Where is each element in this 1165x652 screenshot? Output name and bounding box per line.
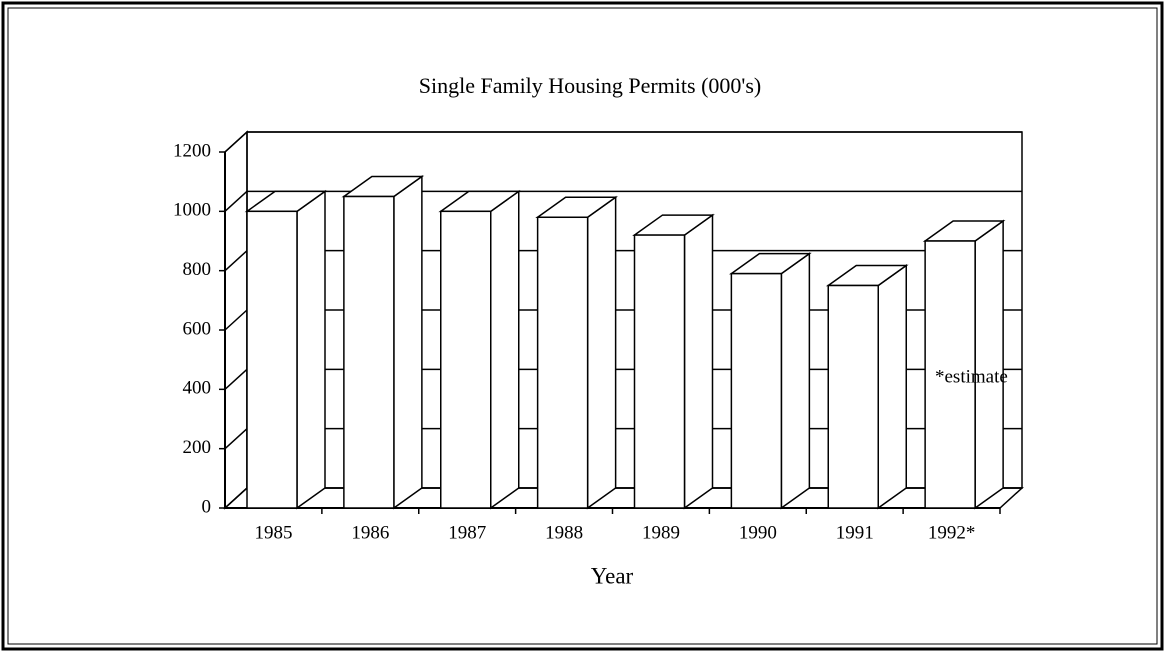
y-tick-label: 200: [183, 437, 212, 458]
bar: [730, 272, 783, 509]
bar-side: [393, 175, 423, 510]
x-tick-label: 1986: [351, 522, 389, 543]
grid-line-side: [224, 428, 248, 450]
x-tick-label: 1990: [739, 522, 777, 543]
bar-side: [683, 213, 714, 510]
bar: [440, 210, 492, 509]
bar-side: [877, 264, 907, 510]
x-tick-label: 1985: [254, 522, 292, 543]
bar-side: [974, 219, 1004, 510]
x-tick-label: 1987: [448, 522, 486, 543]
grid-line-side: [224, 487, 248, 509]
bar: [633, 234, 686, 509]
bar-side: [586, 195, 617, 510]
y-tick-label: 800: [183, 259, 212, 280]
y-tick-label: 600: [183, 318, 212, 339]
bar-side: [490, 189, 520, 510]
frame-inner: [7, 7, 1158, 645]
bar: [924, 240, 976, 509]
bar: [827, 284, 879, 509]
x-tick-label: 1991: [836, 522, 874, 543]
chart-title: Single Family Housing Permits (000's): [419, 73, 762, 98]
y-tick-label: 400: [183, 378, 212, 399]
grid-line-side: [224, 250, 248, 272]
bar: [246, 210, 298, 509]
x-tick-label: 1988: [545, 522, 583, 543]
x-tick-label: 1989: [642, 522, 680, 543]
grid-line-side: [224, 368, 248, 390]
grid-line-side: [224, 131, 248, 153]
grid-line-side: [224, 190, 248, 212]
y-tick-label: 1200: [173, 140, 211, 161]
grid-line-side: [224, 309, 248, 331]
bar-side: [780, 252, 811, 510]
y-tick-label: 1000: [173, 200, 211, 221]
bar-side: [296, 189, 326, 510]
x-tick-label: 1992*: [928, 522, 976, 543]
x-axis-label: Year: [591, 563, 634, 588]
y-tick-label: 0: [202, 496, 212, 517]
bar: [536, 216, 589, 509]
bar: [343, 195, 395, 509]
annotation: *estimate: [935, 366, 1008, 387]
